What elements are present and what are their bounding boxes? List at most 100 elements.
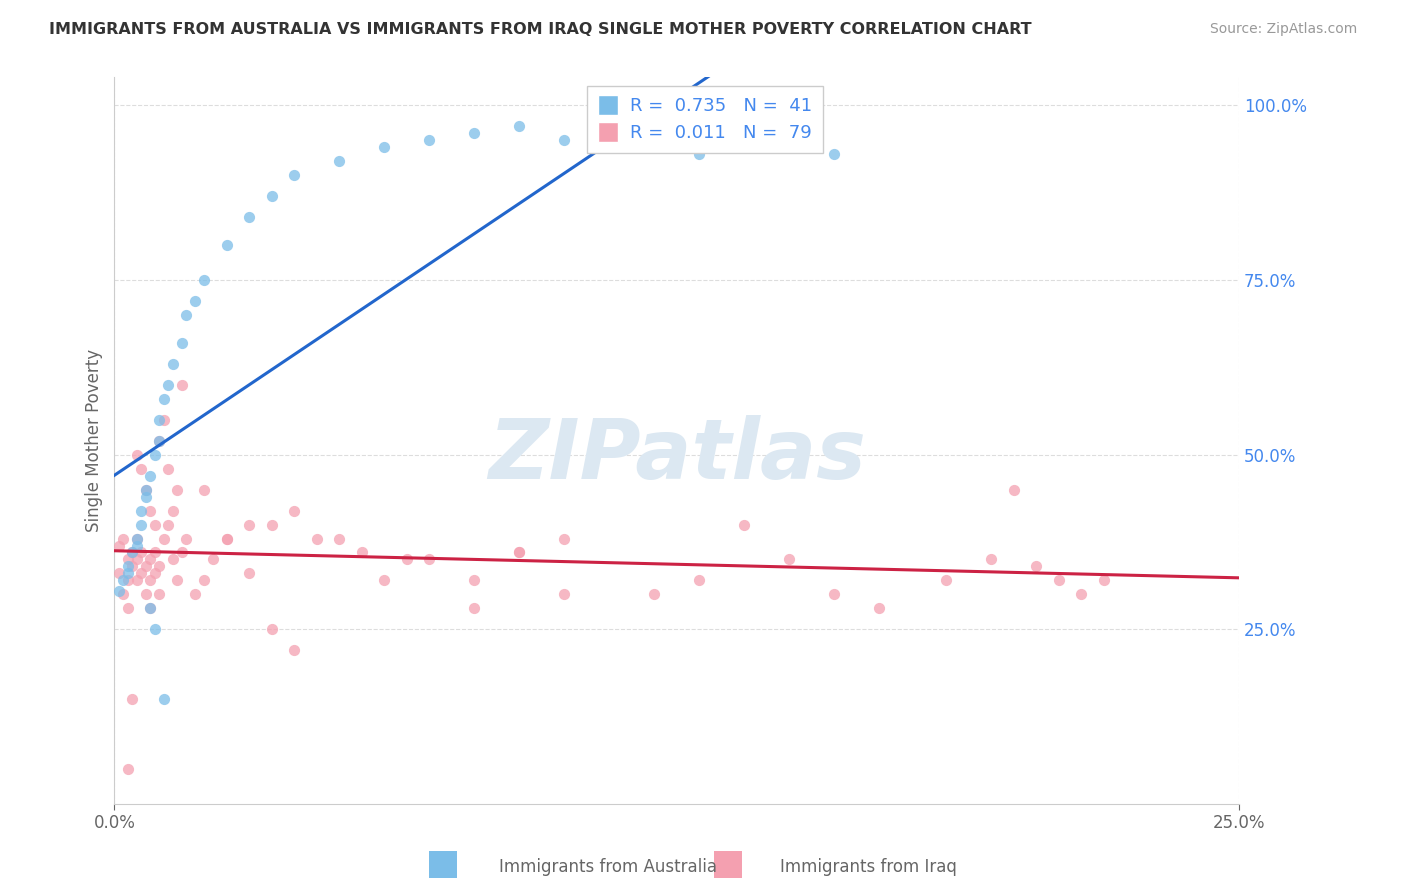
Point [157,517,180,532]
Point [176,308,198,322]
Point [166,574,188,588]
Point [148,413,170,427]
Point [143,545,166,559]
Point [260,623,283,637]
Point [553,532,575,546]
Point [108,583,131,598]
Point [1025,559,1047,574]
Point [153,392,176,406]
Text: Source: ZipAtlas.com: Source: ZipAtlas.com [1209,22,1357,37]
Point [688,147,710,161]
Point [193,574,215,588]
Point [305,532,328,546]
Point [112,574,135,588]
Point [148,587,170,601]
Point [112,587,135,601]
Point [823,147,845,161]
Point [117,601,139,615]
Point [598,140,620,154]
Point [121,559,143,574]
Point [688,574,710,588]
Point [283,168,305,182]
Point [139,601,162,615]
Point [117,574,139,588]
Point [283,503,305,517]
Point [418,133,440,147]
Point [131,517,153,532]
Point [215,238,238,252]
Point [157,461,180,475]
Point [157,377,180,392]
Point [215,532,238,546]
Point [643,126,665,140]
Point [143,448,166,462]
Point [463,126,485,140]
Point [131,566,153,581]
Point [117,559,139,574]
Point [121,545,143,559]
Text: ZIPatlas: ZIPatlas [488,415,866,496]
Point [121,545,143,559]
Point [215,532,238,546]
Point [162,503,184,517]
Point [108,539,131,553]
Point [125,532,148,546]
Point [148,434,170,448]
Point [1002,483,1025,497]
Point [395,552,418,566]
Point [139,601,162,615]
Point [350,545,373,559]
Point [162,552,184,566]
Point [373,574,395,588]
Point [135,490,157,504]
Point [418,552,440,566]
Point [184,587,207,601]
Point [139,552,162,566]
Point [170,335,193,350]
Point [1047,574,1070,588]
Point [143,623,166,637]
Point [153,532,176,546]
Point [125,574,148,588]
Point [148,434,170,448]
Point [553,133,575,147]
Point [170,377,193,392]
Point [508,545,530,559]
Point [131,503,153,517]
Point [153,692,176,706]
Point [260,189,283,203]
Point [108,566,131,581]
Point [148,559,170,574]
Point [117,552,139,566]
Point [202,552,225,566]
Point [1092,574,1115,588]
Point [125,539,148,553]
Text: Immigrants from Iraq: Immigrants from Iraq [780,858,957,876]
Point [131,461,153,475]
Point [176,532,198,546]
Point [980,552,1002,566]
Point [170,545,193,559]
Point [139,468,162,483]
Point [778,120,800,134]
Point [508,545,530,559]
Point [238,566,260,581]
Point [131,545,153,559]
Point [125,552,148,566]
Y-axis label: Single Mother Poverty: Single Mother Poverty [86,349,103,533]
Point [553,587,575,601]
Point [1070,587,1092,601]
Point [823,587,845,601]
Text: IMMIGRANTS FROM AUSTRALIA VS IMMIGRANTS FROM IRAQ SINGLE MOTHER POVERTY CORRELAT: IMMIGRANTS FROM AUSTRALIA VS IMMIGRANTS … [49,22,1032,37]
Point [508,120,530,134]
Point [238,517,260,532]
Point [260,517,283,532]
Point [463,601,485,615]
Point [162,357,184,371]
Point [328,532,350,546]
Point [733,517,755,532]
Point [238,210,260,224]
Point [135,559,157,574]
Point [125,532,148,546]
Point [184,293,207,308]
